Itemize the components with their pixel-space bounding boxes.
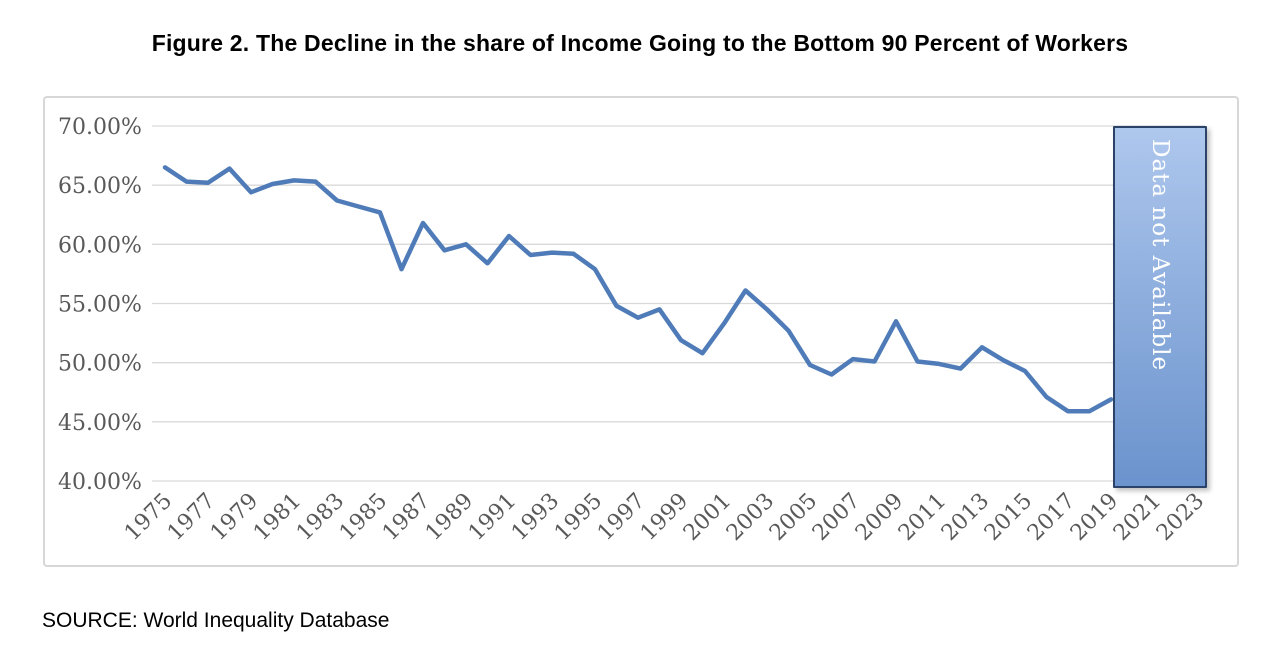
x-tick-label: 2001 [679, 489, 736, 546]
x-tick-label: 1981 [249, 489, 306, 546]
x-tick-label: 2019 [1066, 489, 1123, 546]
y-tick-label: 55.00% [58, 293, 142, 318]
x-tick-label: 1987 [378, 489, 435, 546]
x-tick-label: 1999 [636, 489, 693, 546]
no-data-overlay: Data not Available [1113, 126, 1207, 488]
y-tick-label: 60.00% [58, 233, 142, 258]
x-tick-label: 1983 [292, 489, 349, 546]
x-tick-label: 2023 [1152, 489, 1209, 546]
x-tick-label: 1991 [464, 489, 521, 546]
x-tick-label: 2013 [937, 489, 994, 546]
x-tick-label: 1989 [421, 489, 478, 546]
x-tick-label: 1977 [163, 489, 220, 546]
x-tick-label: 2017 [1023, 489, 1080, 546]
source-note: SOURCE: World Inequality Database [42, 609, 390, 632]
y-tick-label: 50.00% [58, 352, 142, 377]
plot-area: 70.00% 65.00% 60.00% 55.00% 50.00% 45.00% 40.0… [58, 115, 1209, 546]
x-tick-label: 2003 [722, 489, 779, 546]
y-tick-label: 45.00% [58, 411, 142, 436]
x-tick-label: 1997 [593, 489, 650, 546]
y-tick-label: 65.00% [58, 174, 142, 199]
x-tick-label: 1975 [120, 489, 177, 546]
x-tick-label: 1979 [206, 489, 263, 546]
y-tick-label: 40.00% [58, 470, 142, 495]
x-tick-label: 2021 [1109, 489, 1166, 546]
x-tick-label: 2011 [894, 489, 951, 546]
x-tick-label: 2007 [808, 489, 865, 546]
x-tick-label: 1993 [507, 489, 564, 546]
x-tick-label: 1995 [550, 489, 607, 546]
x-tick-label: 2005 [765, 489, 822, 546]
x-tick-label: 2015 [980, 489, 1037, 546]
income-share-line [162, 165, 1114, 414]
x-tick-label: 1985 [335, 489, 392, 546]
figure-title: Figure 2. The Decline in the share of In… [151, 30, 1129, 56]
no-data-overlay-label: Data not Available [1147, 139, 1173, 372]
chart-panel: 70.00% 65.00% 60.00% 55.00% 50.00% 45.00% 40.0… [43, 96, 1239, 567]
y-tick-label: 70.00% [58, 115, 142, 140]
x-tick-label: 2009 [851, 489, 908, 546]
